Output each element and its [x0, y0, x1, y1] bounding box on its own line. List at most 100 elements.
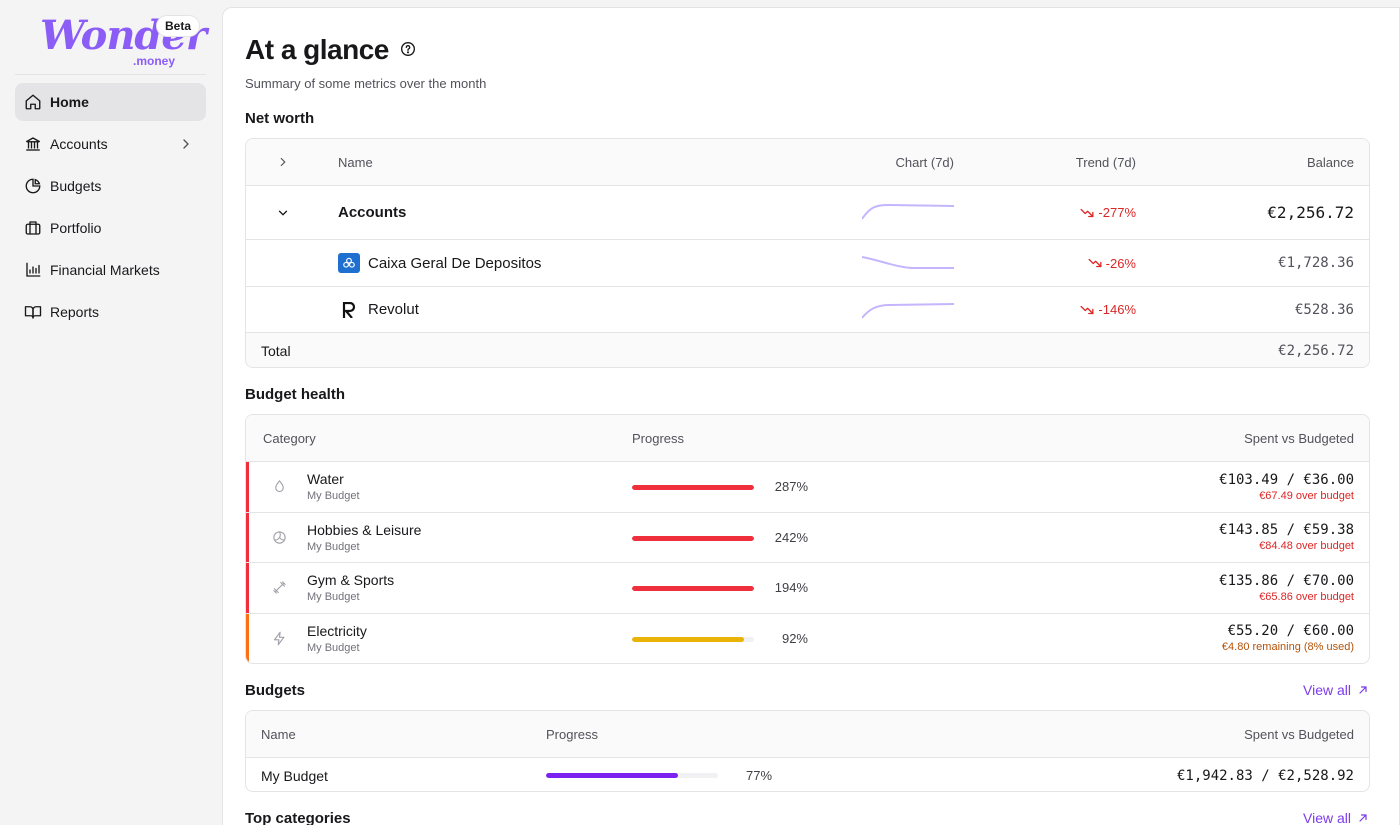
status-stripe — [246, 613, 249, 663]
budgets-view-all-link[interactable]: View all — [1303, 682, 1369, 698]
spent-cell: €135.86 / €70.00 €65.86 over budget — [1006, 563, 1354, 613]
logo-suffix: .money — [133, 54, 176, 68]
top-categories-view-all-link[interactable]: View all — [1303, 810, 1369, 825]
trend-value: -277% — [986, 186, 1136, 239]
sidebar-nav: Home Accounts Budgets Portfolio — [15, 83, 206, 335]
trend-down-icon — [1080, 305, 1094, 314]
budget-progress-bar — [546, 773, 718, 778]
sidebar-item-label: Reports — [50, 304, 100, 320]
budgets-table: Name Progress Spent vs Budgeted My Budge… — [245, 710, 1370, 792]
budget-progress-percent: 77% — [746, 768, 773, 783]
table-row-accounts-group[interactable]: Accounts -277% €2,256.72 — [246, 185, 1369, 239]
account-name-cell: Revolut — [338, 287, 419, 332]
spent-amount: €103.49 / €36.00 — [1219, 471, 1354, 488]
sidebar-item-financial-markets[interactable]: Financial Markets — [15, 251, 206, 289]
category-cell: Water My Budget — [307, 462, 360, 512]
sidebar-item-home[interactable]: Home — [15, 83, 206, 121]
sidebar-item-budgets[interactable]: Budgets — [15, 167, 206, 205]
revolut-logo-icon — [338, 300, 360, 320]
budget-status-note: €67.49 over budget — [1259, 489, 1354, 502]
table-row[interactable]: Electricity My Budget 92% €55.20 / €60.00 €4… — [246, 612, 1369, 664]
net-worth-table: Name Chart (7d) Trend (7d) Balance Accou… — [245, 138, 1370, 368]
category-cell: Gym & Sports My Budget — [307, 563, 394, 613]
trend-down-icon — [1080, 208, 1094, 217]
category-name: Water — [307, 471, 344, 488]
column-header-trend[interactable]: Trend (7d) — [1075, 154, 1136, 170]
trend-down-icon — [1088, 258, 1102, 268]
account-name: Caixa Geral De Depositos — [368, 254, 542, 272]
category-progress-percent: 287% — [774, 479, 808, 495]
table-row[interactable]: Revolut -146% €528.36 — [246, 286, 1369, 332]
chevron-right-icon[interactable] — [178, 136, 194, 152]
column-header-name[interactable]: Name — [338, 154, 373, 170]
category-budget: My Budget — [307, 540, 360, 553]
sparkline-chart — [862, 287, 954, 332]
expand-all-icon[interactable] — [276, 139, 292, 185]
spent-cell: €55.20 / €60.00 €4.80 remaining (8% used) — [1006, 614, 1354, 664]
column-header-progress[interactable]: Progress — [632, 430, 685, 446]
trend-text: -146% — [1098, 302, 1136, 317]
help-circle-icon[interactable] — [400, 41, 416, 57]
trend-value: -26% — [986, 240, 1136, 286]
table-row[interactable]: Gym & Sports My Budget 194% €135.86 / €70.0… — [246, 562, 1369, 613]
balance-value: €528.36 — [1294, 301, 1354, 318]
category-cell: Hobbies & Leisure My Budget — [307, 513, 421, 563]
account-name: Revolut — [368, 301, 419, 318]
table-row[interactable]: Caixa Geral De Depositos -26% €1,728.36 — [246, 239, 1369, 286]
table-row[interactable]: Water My Budget 287% €103.49 / €36.00 €67.49… — [246, 461, 1369, 512]
table-row[interactable]: My Budget 77% €1,942.83 / €2,528.92 — [246, 757, 1369, 791]
column-header-progress[interactable]: Progress — [546, 726, 599, 742]
view-all-label: View all — [1303, 682, 1351, 698]
category-progress-bar — [632, 535, 754, 541]
dumbbell-icon — [272, 563, 288, 613]
main-panel: At a glance Summary of some metrics over… — [222, 7, 1400, 825]
table-row[interactable]: Hobbies & Leisure My Budget 242% €143.85 / … — [246, 511, 1369, 563]
sidebar-item-portfolio[interactable]: Portfolio — [15, 209, 206, 247]
account-name-cell: Caixa Geral De Depositos — [338, 240, 541, 286]
sidebar-item-label: Financial Markets — [50, 262, 160, 278]
bar-chart-icon — [23, 260, 43, 280]
status-stripe — [246, 563, 249, 613]
category-name: Hobbies & Leisure — [307, 521, 422, 538]
app-logo[interactable]: Wonder .money Beta — [40, 14, 220, 70]
sidebar-item-accounts[interactable]: Accounts — [15, 125, 206, 163]
category-budget: My Budget — [307, 490, 360, 503]
balance-value: €1,728.36 — [1278, 255, 1354, 271]
sidebar-item-reports[interactable]: Reports — [15, 293, 206, 331]
column-header-chart[interactable]: Chart (7d) — [895, 154, 954, 170]
category-progress-fill — [632, 586, 754, 591]
category-progress-bar — [632, 586, 754, 591]
sidebar-item-label: Home — [50, 94, 89, 110]
trend-text: -26% — [1105, 255, 1136, 271]
status-stripe — [246, 512, 249, 562]
column-header-spent[interactable]: Spent vs Budgeted — [1244, 726, 1354, 742]
pie-chart-icon — [23, 176, 43, 196]
arrow-up-right-icon — [1359, 686, 1367, 694]
category-progress-fill — [632, 636, 745, 642]
bank-icon — [23, 134, 43, 154]
column-header-balance[interactable]: Balance — [1307, 154, 1354, 170]
category-progress-bar — [632, 485, 754, 490]
category-cell: Electricity My Budget — [307, 614, 367, 664]
sidebar-item-label: Budgets — [50, 178, 102, 194]
page-subtitle: Summary of some metrics over the month — [245, 76, 487, 91]
category-progress-percent: 194% — [774, 580, 808, 596]
trend-text: -277% — [1098, 205, 1136, 220]
status-stripe — [246, 462, 249, 512]
beta-badge: Beta — [156, 15, 201, 37]
net-worth-header-row: Name Chart (7d) Trend (7d) Balance — [246, 139, 1369, 185]
budget-name: My Budget — [261, 767, 328, 784]
category-name: Gym & Sports — [307, 572, 395, 589]
budget-health-title: Budget health — [245, 386, 345, 403]
category-progress-fill — [632, 535, 754, 541]
column-header-spent[interactable]: Spent vs Budgeted — [1244, 430, 1354, 446]
column-header-name[interactable]: Name — [261, 726, 296, 742]
budget-progress-fill — [546, 773, 679, 778]
category-progress-fill — [632, 485, 754, 490]
budget-health-table: Category Progress Spent vs Budgeted Wate… — [245, 414, 1370, 664]
sparkline-chart — [862, 240, 954, 286]
column-header-category[interactable]: Category — [263, 430, 316, 446]
top-categories-title: Top categories — [245, 810, 351, 825]
chevron-down-icon[interactable] — [276, 186, 292, 239]
droplet-icon — [272, 462, 288, 512]
